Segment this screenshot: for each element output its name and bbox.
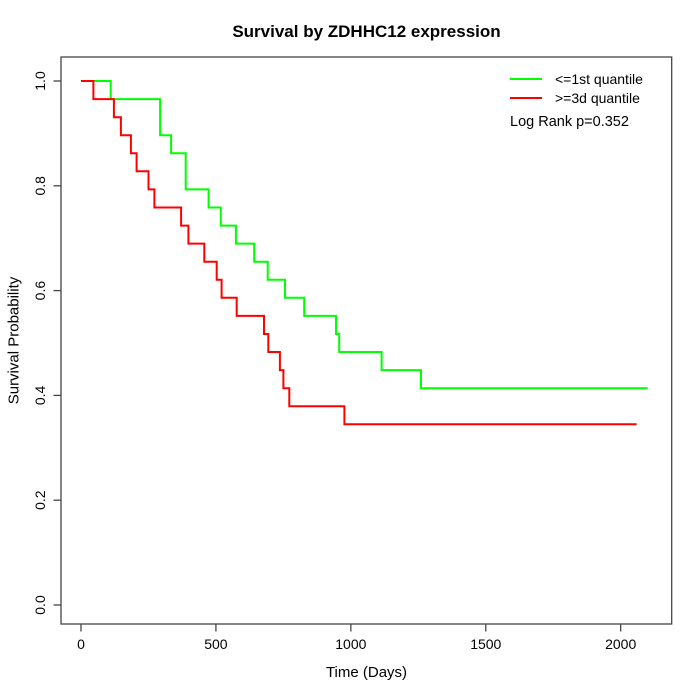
legend-label-low: <=1st quantile (555, 70, 643, 87)
x-tick-label: 0 (77, 636, 85, 652)
legend-line-sample-green (510, 77, 542, 80)
plot-box (60, 56, 673, 625)
x-tick-label: 1500 (470, 636, 501, 652)
logrank-pvalue: Log Rank p=0.352 (510, 114, 629, 130)
chart-title: Survival by ZDHHC12 expression (232, 22, 501, 41)
legend-item-high-expression: >=3d quantile (510, 88, 643, 107)
y-tick-label: 0.2 (32, 490, 48, 510)
y-tick-label: 0.0 (32, 595, 48, 615)
x-tick-label: 500 (204, 636, 228, 652)
y-tick-label: 0.8 (32, 176, 48, 196)
legend-line-sample-red (510, 96, 542, 99)
km-curve-low-expression (81, 80, 648, 390)
x-tick-label: 2000 (605, 636, 636, 652)
legend-item-low-expression: <=1st quantile (510, 69, 643, 88)
y-axis-label-wrap: Survival Probability (0, 57, 28, 624)
legend: <=1st quantile >=3d quantile Log Rank p=… (510, 69, 643, 130)
km-curve-high-expression (81, 80, 637, 426)
legend-label-high: >=3d quantile (555, 89, 640, 106)
x-tick-label: 1000 (335, 636, 366, 652)
y-tick-label: 1.0 (32, 71, 48, 91)
y-tick-label: 0.4 (32, 385, 48, 405)
x-axis-label: Time (Days) (325, 664, 408, 681)
y-tick-label: 0.6 (32, 281, 48, 301)
y-axis-label: Survival Probability (5, 276, 23, 405)
